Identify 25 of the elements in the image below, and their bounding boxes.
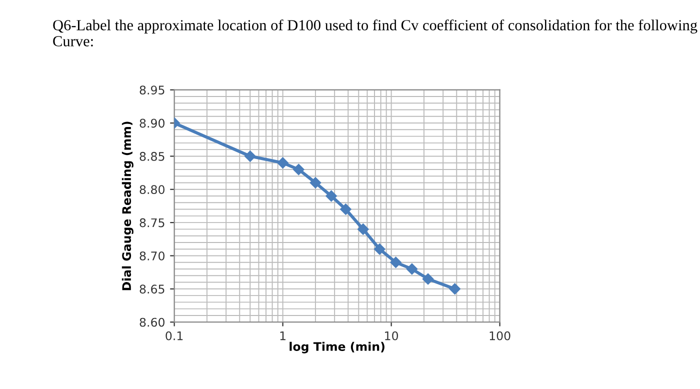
point — [374, 244, 386, 255]
point — [406, 263, 418, 275]
point — [390, 256, 402, 268]
y-tick-label: 8.90 — [140, 118, 164, 128]
y-tick-label: 8.80 — [140, 185, 164, 194]
x-tick-label: 0.1 — [166, 331, 183, 340]
point — [310, 177, 322, 188]
x-tick-label: 10 — [385, 331, 398, 340]
y-tick-label: 8.85 — [140, 152, 164, 161]
point — [422, 273, 434, 285]
x-tick-label: 1 — [280, 331, 286, 340]
x-axis-title: log Time (min) — [290, 342, 384, 354]
y-tick-label: 8.60 — [140, 318, 164, 327]
y-tick-label: 8.70 — [140, 251, 164, 260]
x-tick-label: 100 — [490, 331, 510, 340]
y-axis-title: Dial Gauge Reading (mm) — [122, 122, 134, 290]
point — [293, 164, 304, 176]
y-tick-label: 8.95 — [140, 86, 164, 95]
chart-title: Q6-Label the approximate location of D100 used to find Cv coefficient of consolidation for the following Curve: — [53, 19, 698, 46]
point — [358, 224, 369, 235]
point — [340, 204, 352, 215]
point — [326, 190, 337, 202]
y-tick-label: 8.75 — [140, 218, 164, 228]
y-tick-label: 8.65 — [140, 284, 164, 294]
point — [277, 157, 288, 168]
